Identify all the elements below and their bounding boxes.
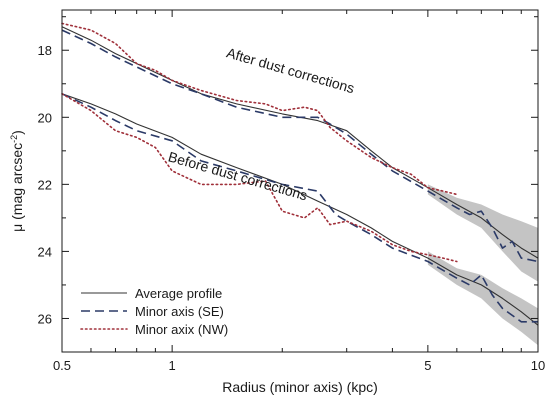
legend-label: Minor axis (SE) <box>135 304 224 319</box>
x-axis-label: Radius (minor axis) (kpc) <box>222 379 378 395</box>
y-tick-label: 18 <box>38 43 52 58</box>
x-tick-label: 10 <box>531 358 545 373</box>
line-after-se <box>61 29 539 263</box>
profile-lines <box>61 22 539 326</box>
legend-label: Minor axix (NW) <box>135 322 228 337</box>
error-band-before <box>427 251 538 346</box>
y-tick-label: 24 <box>38 244 52 259</box>
plot-frame <box>61 9 539 353</box>
y-axis-label-close: ) <box>9 130 25 135</box>
x-tick-label: 5 <box>424 358 431 373</box>
y-tick-label: 22 <box>38 177 52 192</box>
line-after-average <box>61 26 539 259</box>
x-tick-label: 1 <box>169 358 176 373</box>
line-before-nw <box>61 93 458 263</box>
annotation-after-dust: After dust corrections <box>225 44 357 96</box>
y-tick-label: 20 <box>38 110 52 125</box>
line-after-nw <box>61 22 458 196</box>
x-tick-label: 0.5 <box>53 358 71 373</box>
error-bands <box>427 184 538 346</box>
annotation-before-dust: Before dust corrections <box>166 148 309 203</box>
legend: Average profile Minor axis (SE) Minor axix… <box>80 286 228 337</box>
legend-label: Average profile <box>135 286 222 301</box>
axis-ticks: 0.5 1 5 10 18 20 22 24 26 <box>38 10 545 373</box>
line-before-average <box>61 93 539 326</box>
y-axis-label-text: μ (mag arcsec <box>9 143 25 232</box>
y-axis-label: μ (mag arcsec-2) <box>9 130 25 232</box>
y-tick-label: 26 <box>38 311 52 326</box>
error-band-after <box>427 184 538 282</box>
y-axis-label-superscript: -2 <box>9 135 19 143</box>
